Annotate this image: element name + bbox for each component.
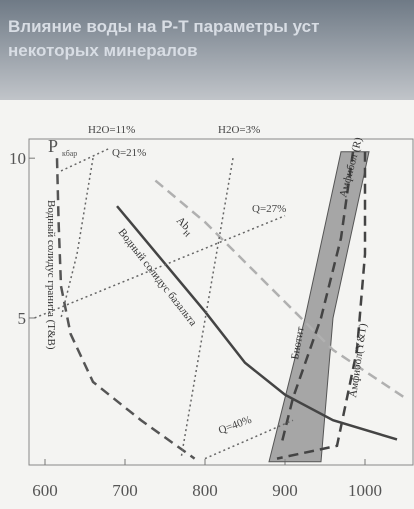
curve-label-text: Биотит	[289, 326, 307, 361]
curve	[180, 158, 234, 459]
curve-label-text: Водный солидус гранита (T&B)	[45, 200, 57, 350]
y-axis-label: P	[48, 136, 58, 156]
curve	[276, 151, 367, 460]
curve-label-sub: H	[181, 228, 192, 239]
curve	[34, 215, 286, 319]
x-tick-label: 600	[32, 481, 58, 500]
y-axis-label-sub: кбар	[62, 149, 77, 158]
curve	[60, 158, 94, 319]
curve	[60, 147, 110, 172]
y-tick-label: 5	[18, 309, 27, 328]
region	[268, 151, 370, 463]
curve-label: Биотит	[289, 326, 307, 361]
curve-label-text: Q=27%	[252, 203, 286, 215]
x-tick-label: 900	[272, 481, 298, 500]
curve-label: Водный солидус гранита (T&B)	[45, 200, 57, 350]
curve-label-text: H2O=3%	[218, 124, 260, 136]
curve-label-text: H2O=11%	[88, 124, 135, 136]
curve	[55, 158, 196, 460]
curve-label: Q=21%	[112, 147, 146, 159]
plot-frame	[28, 138, 414, 466]
x-tick-label: 700	[112, 481, 138, 500]
title-line: некоторых минералов	[8, 41, 198, 60]
curve-label: Q=27%	[252, 203, 286, 215]
title-line: Влияние воды на P-T параметры уст	[8, 17, 319, 36]
curve	[154, 179, 406, 399]
curve-label: H2O=11%	[88, 124, 135, 136]
curve	[279, 151, 355, 447]
x-tick-label: 800	[192, 481, 218, 500]
curve	[116, 205, 398, 441]
x-tick-label: 1000	[348, 481, 382, 500]
header-bg	[0, 0, 414, 110]
curve	[204, 419, 294, 460]
y-tick-label: 10	[9, 149, 26, 168]
curve-label: H2O=3%	[218, 124, 260, 136]
curve-label-text: Q=21%	[112, 147, 146, 159]
